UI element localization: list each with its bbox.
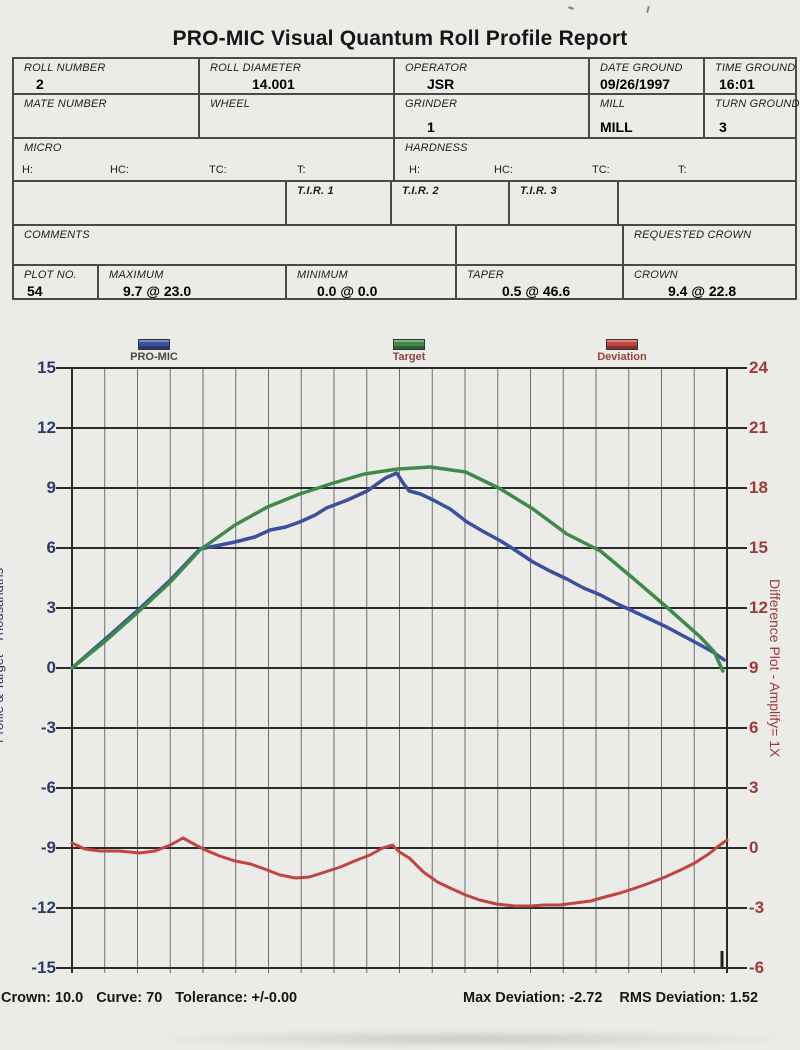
taper-cell: TAPER 0.5 @ 46.6 (455, 264, 624, 300)
operator-value: JSR (427, 76, 455, 92)
footer-max-deviation: Max Deviation: -2.72 (463, 990, 603, 1006)
minimum-value: 0.0 @ 0.0 (317, 283, 378, 299)
promic-legend-swatch (138, 339, 170, 350)
right-axis-tick: 24 (749, 358, 768, 377)
mill-value: MILL (600, 119, 633, 135)
right-axis-title: Difference Plot - Amplify= 1X (767, 578, 783, 758)
hardness-label: HARDNESS (405, 142, 468, 154)
grinder-value: 1 (427, 119, 435, 135)
time-ground-value: 16:01 (719, 76, 755, 92)
left-axis-tick: 9 (46, 478, 56, 497)
tir3-label: T.I.R. 3 (520, 185, 557, 197)
right-axis-tick: 6 (749, 718, 759, 737)
mate-number-label: MATE NUMBER (24, 98, 107, 110)
legend-item-deviation: Deviation (588, 339, 656, 363)
right-axis-tick: 3 (749, 778, 759, 797)
plot-no-label: PLOT NO. (24, 269, 77, 281)
taper-value: 0.5 @ 46.6 (502, 283, 571, 299)
maximum-label: MAXIMUM (109, 269, 164, 281)
operator-label: OPERATOR (405, 62, 468, 74)
mill-label: MILL (600, 98, 626, 110)
left-axis-tick: 12 (37, 418, 56, 437)
left-axis-tick: 6 (46, 538, 56, 557)
left-axis-tick: 15 (37, 358, 56, 377)
date-ground-label: DATE GROUND (600, 62, 683, 74)
minimum-label: MINIMUM (297, 269, 348, 281)
legend-item-target: Target (378, 339, 440, 363)
right-axis-tick: 12 (749, 598, 768, 617)
right-axis-tick: 18 (749, 478, 768, 497)
time-ground-label: TIME GROUND (715, 62, 796, 74)
crown-value: 9.4 @ 22.8 (668, 283, 737, 299)
time-ground-cell: TIME GROUND 16:01 (703, 57, 797, 95)
right-axis-tick: 9 (749, 658, 759, 677)
left-axis-tick: -6 (40, 778, 56, 797)
turn-ground-value: 3 (719, 119, 727, 135)
crown-cell: CROWN 9.4 @ 22.8 (622, 264, 797, 300)
micro-label: MICRO (24, 142, 62, 154)
right-axis-tick: 0 (749, 838, 759, 857)
crown-label: CROWN (634, 269, 678, 281)
left-axis-title: Profile & Target - Thousandths (0, 567, 6, 743)
left-axis-tick: -9 (40, 838, 56, 857)
date-ground-value: 09/26/1997 (600, 76, 671, 92)
target-legend-label: Target (392, 351, 426, 363)
hardness-tc-field: TC: (592, 164, 610, 176)
scan-shadow (140, 1031, 800, 1047)
left-axis-tick: 0 (46, 658, 56, 677)
right-axis-tick: -3 (749, 898, 765, 917)
hardness-t-field: T: (678, 164, 687, 176)
requested-crown-label: REQUESTED CROWN (634, 229, 752, 241)
tir1-label: T.I.R. 1 (297, 185, 334, 197)
hardness-hc-field: HC: (494, 164, 513, 176)
roll-diameter-label: ROLL DIAMETER (210, 62, 302, 74)
turn-ground-label: TURN GROUND (715, 98, 800, 110)
deviation-legend-swatch (606, 339, 638, 350)
micro-tc-field: TC: (209, 164, 227, 176)
micro-h-field: H: (22, 164, 33, 176)
footer-deviation-stats: Max Deviation: -2.72 RMS Deviation: 1.52 (463, 990, 758, 1006)
right-axis-tick: 21 (749, 418, 768, 437)
right-axis-tick: 15 (749, 538, 768, 557)
promic-legend-label: PRO-MIC (130, 351, 178, 363)
roll-diameter-value: 14.001 (252, 76, 295, 92)
footer-crown: Crown: 10.0 (1, 990, 84, 1006)
footer-curve: Curve: 70 (96, 990, 163, 1006)
deviation-legend-label: Deviation (597, 351, 647, 363)
tir2-label: T.I.R. 2 (402, 185, 439, 197)
left-axis-tick: -3 (40, 718, 56, 737)
grinder-label: GRINDER (405, 98, 458, 110)
roll-number-label: ROLL NUMBER (24, 62, 106, 74)
wheel-label: WHEEL (210, 98, 251, 110)
right-axis-tick: -6 (749, 958, 765, 977)
left-axis-tick: 3 (46, 598, 56, 617)
left-axis-tick: -12 (31, 898, 56, 917)
report-header-table: ROLL NUMBER 2 ROLL DIAMETER 14.001 OPERA… (12, 57, 800, 300)
target-legend-swatch (393, 339, 425, 350)
micro-hc-field: HC: (110, 164, 129, 176)
page-title: PRO-MIC Visual Quantum Roll Profile Repo… (172, 27, 628, 50)
taper-label: TAPER (467, 269, 504, 281)
maximum-value: 9.7 @ 23.0 (123, 283, 192, 299)
legend-item-promic: PRO-MIC (123, 339, 185, 363)
micro-t-field: T: (297, 164, 306, 176)
footer-tolerance: Tolerance: +/-0.00 (175, 990, 298, 1006)
plot-no-value: 54 (27, 283, 43, 299)
footer-parameters: Crown: 10.0 Curve: 70 Tolerance: +/-0.00 (1, 990, 297, 1006)
footer-rms-deviation: RMS Deviation: 1.52 (619, 990, 759, 1006)
hardness-h-field: H: (409, 164, 420, 176)
roll-number-value: 2 (36, 76, 44, 92)
comments-label: COMMENTS (24, 229, 90, 241)
left-axis-tick: -15 (31, 958, 56, 977)
